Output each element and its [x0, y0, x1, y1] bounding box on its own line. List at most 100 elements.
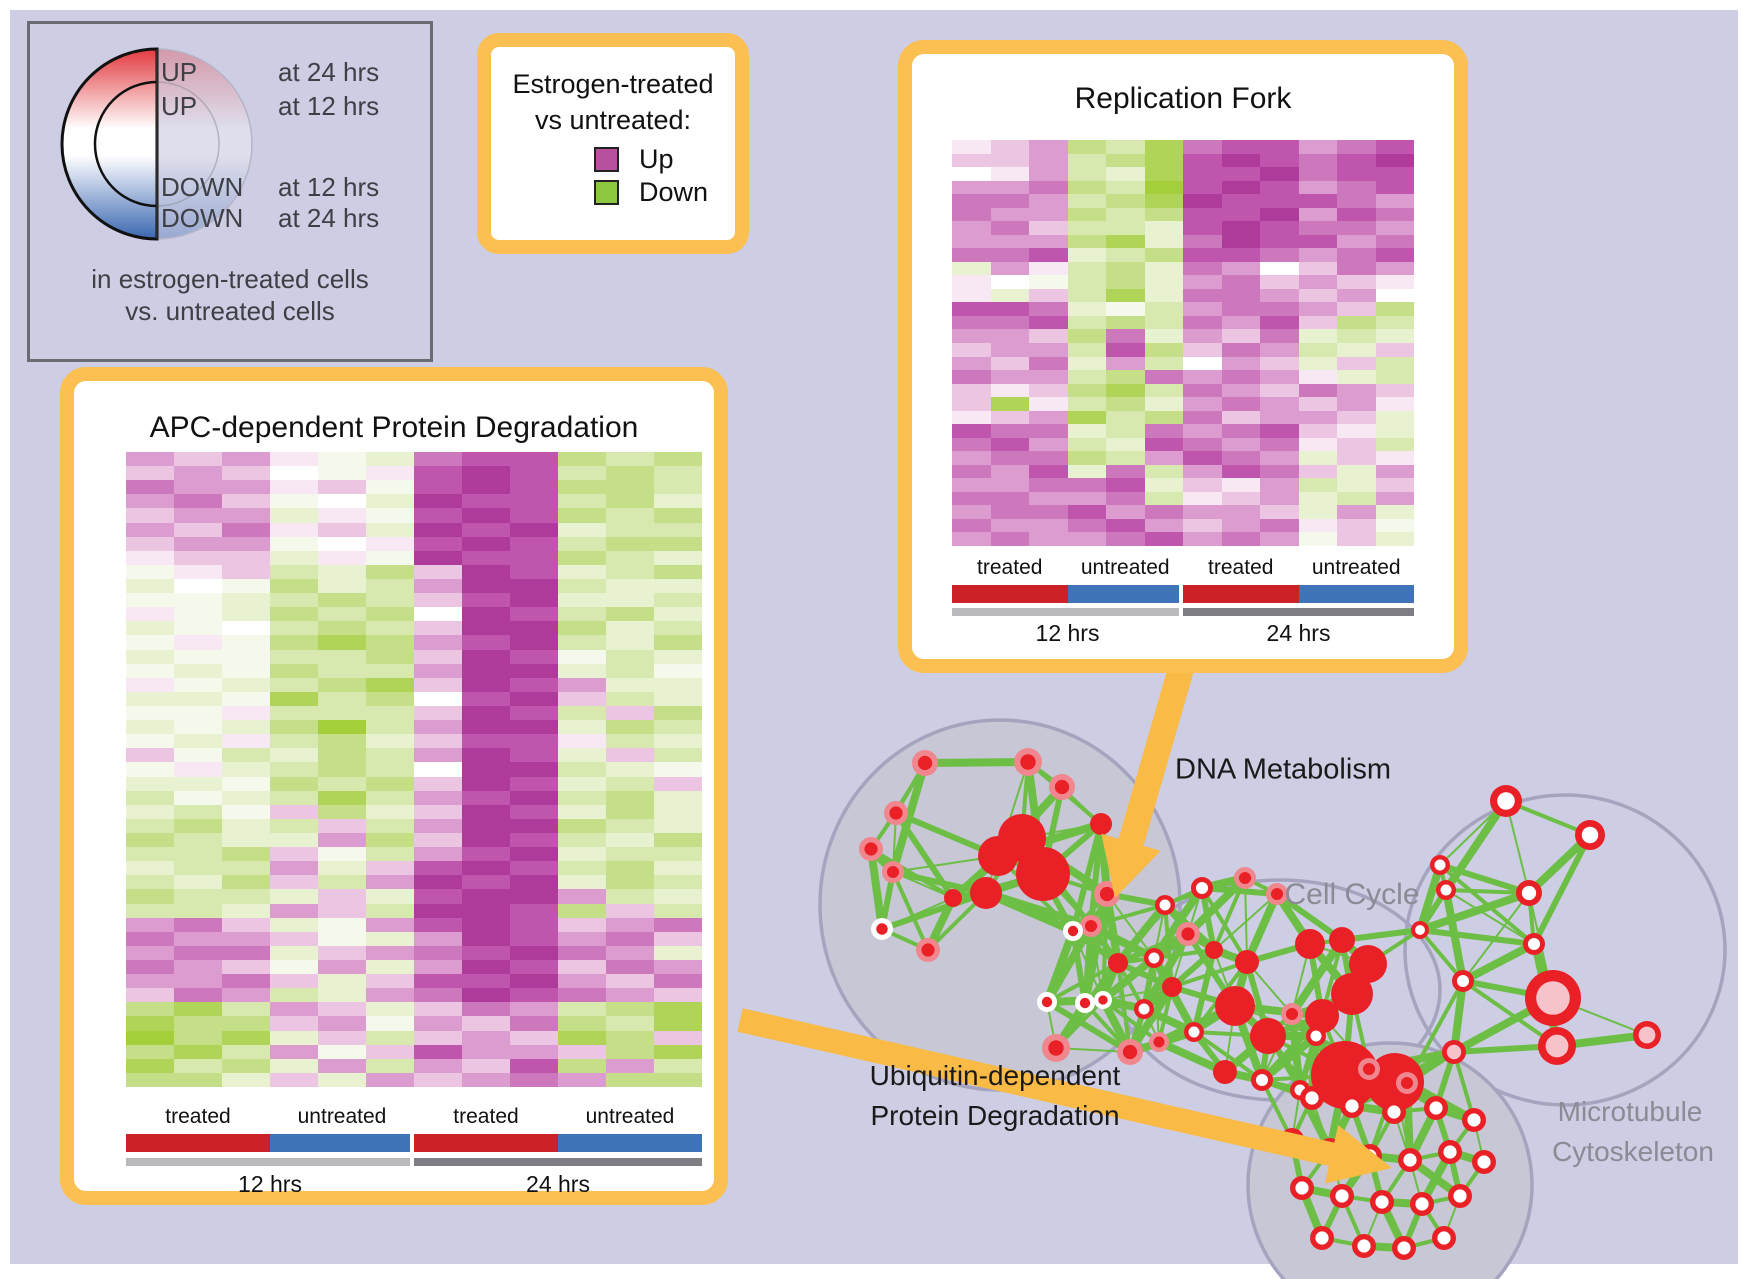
- heatmap-cell: [462, 578, 510, 594]
- heatmap-cell: [222, 1030, 270, 1045]
- heatmap-cell: [1067, 410, 1106, 425]
- network-node: [1205, 941, 1223, 959]
- heatmap-cell: [270, 720, 318, 735]
- group-label: untreated: [1080, 556, 1170, 579]
- untreated-bar-segment: [1298, 585, 1414, 603]
- heatmap-cell: [366, 536, 414, 551]
- heatmap-cell: [1067, 153, 1106, 168]
- heatmap-cell: [1260, 248, 1299, 262]
- heatmap-cell: [990, 370, 1029, 384]
- heatmap-cell: [222, 903, 270, 918]
- heatmap-cell: [1260, 397, 1299, 411]
- heatmap-cell: [414, 1002, 462, 1017]
- heatmap-cell: [654, 889, 702, 904]
- heatmap-cell: [318, 1030, 366, 1045]
- heatmap-cell: [952, 234, 991, 249]
- heatmap-cell: [270, 452, 318, 467]
- heatmap-cell: [654, 945, 702, 960]
- duration-bar: [126, 1158, 702, 1166]
- heatmap-cell: [558, 959, 606, 975]
- heatmap-cell: [510, 691, 558, 706]
- heatmap-cell: [558, 649, 606, 664]
- heatmap-cell: [174, 790, 222, 805]
- heatmap-cell: [126, 988, 174, 1003]
- heatmap-cell: [558, 903, 606, 918]
- network-node: [1117, 1039, 1143, 1065]
- heatmap-cell: [414, 550, 462, 565]
- heatmap-cell: [414, 847, 462, 862]
- heatmap-cell: [606, 818, 654, 833]
- heatmap-cell: [510, 522, 558, 537]
- heatmap-cell: [952, 140, 991, 154]
- heatmap-cell: [270, 931, 318, 946]
- heatmap-cell: [606, 804, 654, 819]
- heatmap-cell: [606, 988, 654, 1003]
- heatmap-cell: [1183, 437, 1222, 452]
- heatmap-cell: [126, 832, 174, 848]
- heatmap-cell: [952, 288, 991, 303]
- heatmap-cell: [318, 861, 366, 876]
- heatmap-cell: [318, 1044, 366, 1059]
- network-node: [884, 801, 908, 825]
- heatmap-cell: [1183, 207, 1222, 222]
- heatmap-cell: [1260, 424, 1299, 438]
- network-node: [1295, 929, 1325, 959]
- heatmap-cell: [1375, 532, 1414, 546]
- ring-line-time: at 12 hrs: [278, 172, 380, 202]
- heatmap-cell: [462, 621, 510, 636]
- heatmap-cell: [270, 748, 318, 763]
- network-node: [1176, 922, 1200, 946]
- heatmap-cell: [558, 663, 606, 678]
- heatmap-cell: [1029, 437, 1068, 452]
- heatmap-cell: [414, 875, 462, 890]
- heatmap-cell: [1144, 343, 1183, 357]
- heatmap-cell: [558, 988, 606, 1003]
- heatmap-cell: [510, 889, 558, 904]
- heatmap-cell: [654, 903, 702, 918]
- heatmap-cell: [558, 776, 606, 791]
- network-node: [1234, 867, 1256, 889]
- heatmap-cell: [318, 649, 366, 664]
- heatmap-cell: [1337, 343, 1376, 357]
- heatmap-cell: [462, 593, 510, 608]
- heatmap-cell: [654, 564, 702, 579]
- heatmap-cell: [510, 536, 558, 551]
- heatmap-cell: [558, 536, 606, 551]
- heatmap-cell: [1183, 424, 1222, 438]
- heatmap-cell: [462, 1072, 510, 1087]
- network-node: [1432, 1226, 1456, 1250]
- heatmap-cell: [1106, 410, 1145, 425]
- heatmap-cell: [270, 1044, 318, 1059]
- heatmap-cell: [1221, 383, 1260, 398]
- heatmap-cell: [1067, 234, 1106, 249]
- heatmap-cell: [222, 945, 270, 960]
- heatmap-cell: [1337, 288, 1376, 303]
- heatmap-cell: [318, 889, 366, 904]
- heatmap-cell: [606, 861, 654, 876]
- heatmap-cell: [366, 1072, 414, 1087]
- heatmap-cell: [270, 691, 318, 706]
- heatmap-cell: [654, 1072, 702, 1087]
- heatmap-cell: [414, 959, 462, 975]
- heatmap-cell: [414, 522, 462, 537]
- heatmap-cell: [1260, 410, 1299, 425]
- heatmap-cell: [1183, 167, 1222, 181]
- heatmap-cell: [654, 635, 702, 650]
- heatmap-cell: [366, 818, 414, 833]
- heatmap-cell: [270, 889, 318, 904]
- heatmap-cell: [1183, 383, 1222, 398]
- heatmap-cell: [318, 1016, 366, 1031]
- heatmap-cell: [1298, 410, 1337, 425]
- heatmap-cell: [414, 1058, 462, 1073]
- heatmap-cell: [462, 889, 510, 904]
- heatmap-cell: [1029, 505, 1068, 519]
- heatmap-cell: [1183, 518, 1222, 533]
- heatmap-cell: [174, 536, 222, 551]
- heatmap-cell: [606, 1072, 654, 1087]
- heatmap-cell: [510, 705, 558, 721]
- heatmap-cell: [318, 522, 366, 537]
- network-node: [1108, 953, 1128, 973]
- heatmap-cell: [126, 705, 174, 721]
- heatmap-cell: [1183, 153, 1222, 168]
- network-node: [871, 918, 893, 940]
